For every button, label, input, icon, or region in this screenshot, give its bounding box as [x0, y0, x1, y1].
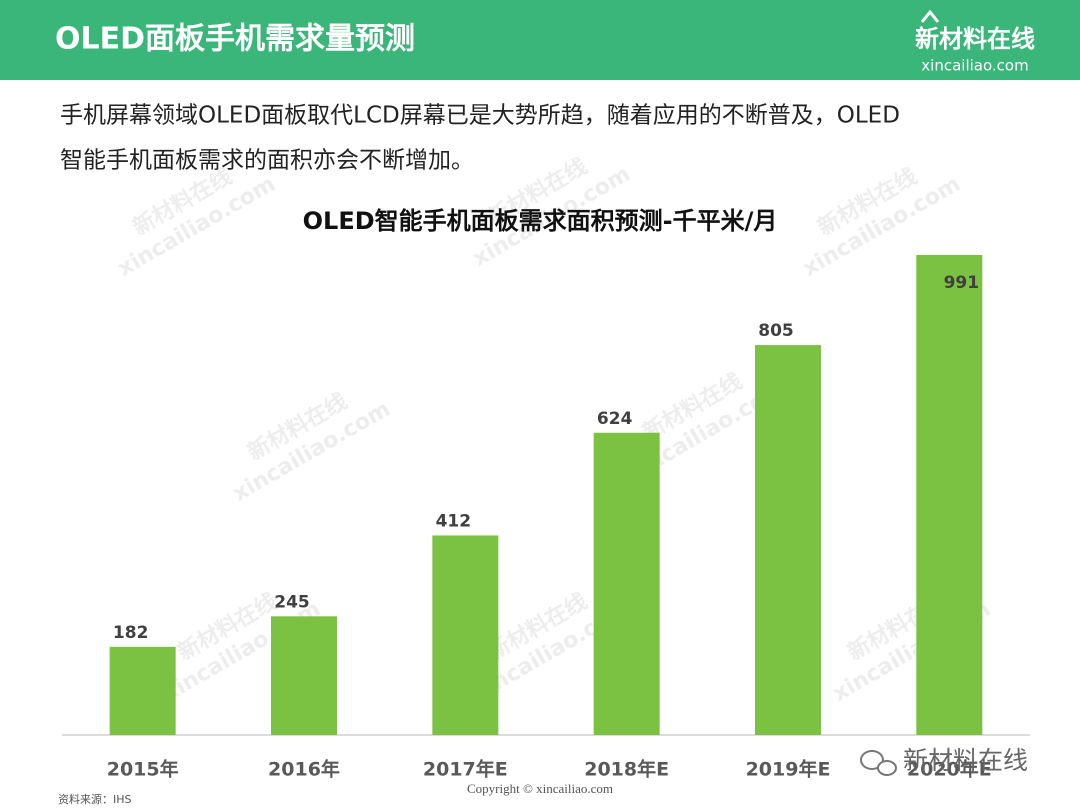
x-tick-label: 2020年E	[907, 758, 992, 781]
logo-url: xincailiao.com	[921, 57, 1028, 75]
header-title: OLED面板手机需求量预测	[55, 22, 415, 57]
x-tick-label: 2018年E	[584, 758, 669, 781]
value-label: 182	[113, 623, 149, 643]
x-tick-label: 2017年E	[423, 758, 508, 781]
logo-icon	[920, 9, 940, 23]
x-tick-label: 2019年E	[746, 758, 831, 781]
wechat-icon	[860, 750, 897, 776]
description-line: 智能手机面板需求的面积亦会不断增加。	[60, 148, 474, 174]
x-tick-label: 2016年	[268, 758, 340, 781]
value-label: 805	[758, 321, 794, 341]
bar	[432, 535, 499, 735]
header-bar	[0, 0, 1080, 80]
description-line: 手机屏幕领域OLED面板取代LCD屏幕已是大势所趋，随着应用的不断普及，OLED	[60, 103, 900, 129]
value-label: 991	[944, 273, 980, 293]
bar	[593, 432, 660, 735]
value-label: 412	[436, 511, 472, 531]
value-label: 245	[274, 592, 310, 612]
wechat-account: 新材料在线	[903, 746, 1028, 775]
x-tick-label: 2015年	[107, 758, 179, 781]
plot: 182 2015年 245 2016年 412 2017年E 624 2018年E 805 201…	[107, 255, 992, 781]
bar	[755, 345, 821, 735]
source: 资料来源：IHS	[58, 792, 132, 806]
bar	[916, 255, 983, 735]
copyright: Copyright © xincailiao.com	[467, 781, 613, 796]
bar	[109, 646, 176, 735]
value-label: 624	[597, 409, 633, 429]
chart-title: OLED智能手机面板需求面积预测-千平米/月	[303, 207, 778, 235]
bar	[271, 616, 337, 735]
logo-name: 新材料在线	[915, 25, 1035, 53]
